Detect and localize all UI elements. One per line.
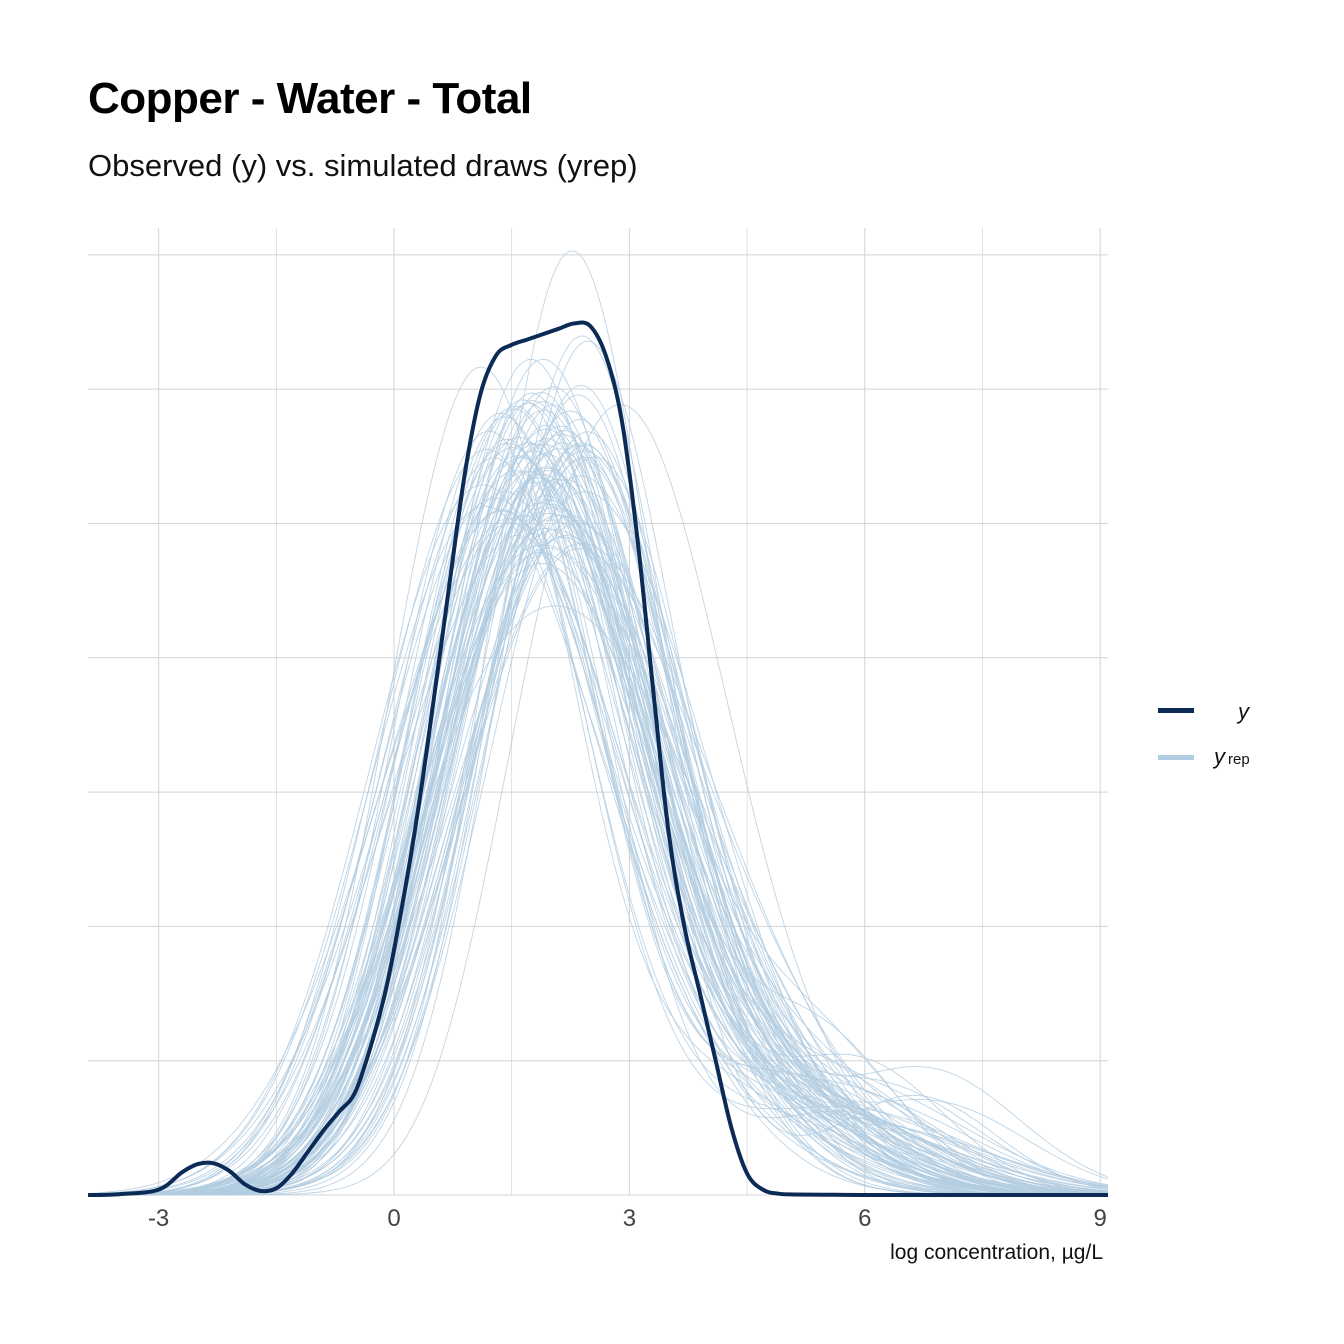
y-line bbox=[87, 320, 1108, 1198]
chart-subtitle: Observed (y) vs. simulated draws (yrep) bbox=[88, 148, 638, 183]
yrep-line bbox=[87, 505, 1108, 1196]
yrep-series bbox=[87, 250, 1109, 1196]
yrep-line bbox=[88, 438, 1108, 1196]
yrep-line bbox=[88, 424, 1109, 1196]
yrep-line bbox=[88, 438, 1109, 1196]
yrep-line bbox=[88, 503, 1109, 1196]
yrep-line bbox=[88, 402, 1109, 1196]
y-series bbox=[87, 320, 1108, 1198]
x-axis-title: log concentration, µg/L bbox=[890, 1241, 1103, 1264]
yrep-line bbox=[88, 548, 1109, 1196]
legend-key-yrep bbox=[1158, 755, 1194, 760]
yrep-line bbox=[88, 431, 1109, 1196]
yrep-line bbox=[88, 436, 1108, 1196]
yrep-line bbox=[88, 536, 1109, 1196]
x-tick-label: 6 bbox=[858, 1205, 871, 1232]
yrep-line bbox=[88, 430, 1109, 1196]
yrep-line bbox=[88, 481, 1108, 1196]
legend-key-y bbox=[1158, 708, 1194, 713]
chart-title: Copper - Water - Total bbox=[88, 74, 532, 123]
yrep-line bbox=[88, 399, 1109, 1196]
legend-item-y: y bbox=[1158, 695, 1278, 725]
legend-label-y: y bbox=[1238, 699, 1249, 724]
yrep-line bbox=[88, 470, 1108, 1196]
x-axis-ticks: -3 0 3 6 9 bbox=[148, 1205, 1107, 1232]
yrep-line bbox=[87, 509, 1108, 1196]
yrep-line bbox=[88, 510, 1109, 1196]
x-tick-label: 9 bbox=[1093, 1205, 1106, 1232]
yrep-line bbox=[88, 543, 1109, 1196]
yrep-line bbox=[88, 534, 1109, 1196]
yrep-line bbox=[88, 358, 1108, 1196]
yrep-line bbox=[87, 490, 1108, 1196]
yrep-line bbox=[88, 359, 1108, 1196]
yrep-line bbox=[87, 457, 1108, 1196]
x-tick-label: 0 bbox=[387, 1205, 400, 1232]
legend-item-yrep: y rep bbox=[1158, 742, 1278, 772]
legend: y y rep bbox=[1158, 690, 1278, 780]
yrep-line bbox=[87, 502, 1109, 1196]
yrep-line bbox=[87, 473, 1109, 1196]
yrep-line bbox=[88, 507, 1109, 1196]
yrep-line bbox=[88, 384, 1109, 1196]
yrep-line bbox=[88, 335, 1109, 1196]
x-tick-label: -3 bbox=[148, 1205, 169, 1232]
yrep-line bbox=[88, 552, 1108, 1196]
yrep-line bbox=[87, 499, 1108, 1196]
yrep-line bbox=[87, 522, 1108, 1196]
yrep-line bbox=[88, 416, 1108, 1196]
yrep-line bbox=[88, 522, 1109, 1196]
yrep-line bbox=[88, 399, 1109, 1196]
yrep-line bbox=[88, 515, 1109, 1196]
yrep-line bbox=[88, 408, 1108, 1196]
yrep-line bbox=[88, 527, 1109, 1196]
yrep-line bbox=[88, 428, 1109, 1196]
yrep-line bbox=[88, 605, 1108, 1196]
yrep-line bbox=[88, 491, 1108, 1196]
yrep-line bbox=[88, 534, 1109, 1196]
yrep-line bbox=[87, 412, 1108, 1196]
yrep-line bbox=[88, 430, 1109, 1196]
yrep-line bbox=[88, 391, 1108, 1196]
x-tick-label: 3 bbox=[623, 1205, 636, 1232]
yrep-line bbox=[88, 340, 1108, 1196]
yrep-line bbox=[88, 409, 1108, 1196]
yrep-line bbox=[88, 529, 1109, 1196]
legend-label-yrep: y rep bbox=[1214, 744, 1250, 769]
yrep-line bbox=[88, 478, 1109, 1196]
